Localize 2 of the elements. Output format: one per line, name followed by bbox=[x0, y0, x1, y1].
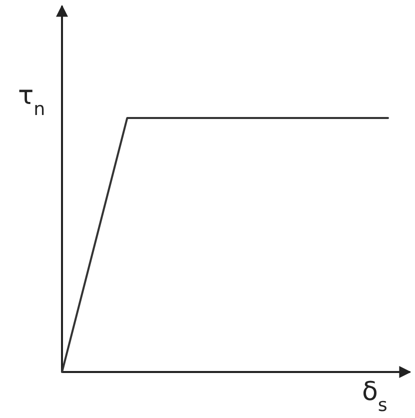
x-axis-title: δ$_{s}$ bbox=[362, 377, 388, 416]
y-axis-title: τ$_{n}$ bbox=[18, 81, 46, 120]
